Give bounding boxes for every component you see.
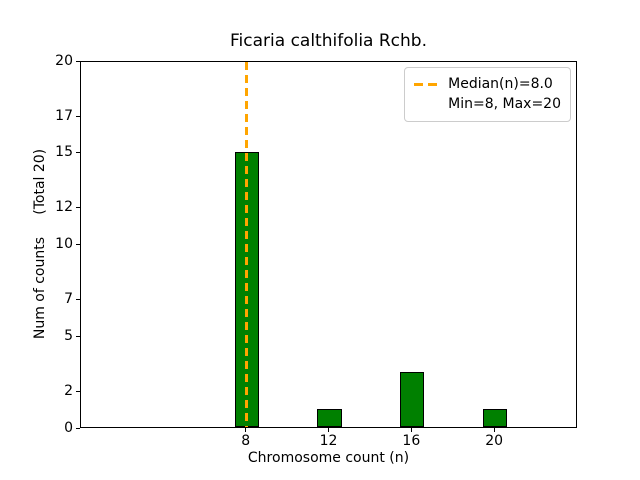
legend-entry-median: Median(n)=8.0 [414,74,561,94]
x-tick-label-12: 12 [319,433,338,449]
y-tick-mark [76,244,80,245]
y-tick-label-10: 10 [55,236,73,252]
x-axis-label: Chromosome count (n) [247,450,410,466]
y-tick-mark [76,390,80,392]
legend-label-median: Median(n)=8.0 [448,76,553,92]
median-line [245,62,249,427]
empty-swatch [414,103,438,106]
bar-n16 [400,371,425,427]
x-tick-label-8: 8 [241,433,251,449]
y-tick-label-5: 5 [64,327,73,344]
x-tick-label-20: 20 [485,433,504,449]
y-tick-mark [76,299,80,301]
legend-entry-minmax: Min=8, Max=20 [414,94,561,114]
y-tick-mark [76,115,80,117]
chart-title: Ficaria calthifolia Rchb. [230,31,427,51]
y-tick-label-15: 15 [55,144,73,161]
x-tick-label-16: 16 [402,433,421,449]
legend: Median(n)=8.0 Min=8, Max=20 [404,67,571,122]
x-tick-mark [245,428,247,432]
y-tick-label-0: 0 [64,419,73,436]
legend-label-minmax: Min=8, Max=20 [448,96,561,112]
y-tick-label-20: 20 [55,52,73,69]
y-tick-mark [76,60,80,62]
y-tick-mark [76,152,80,154]
y-tick-label-2: 2 [64,382,73,399]
y-tick-mark [76,207,80,209]
bar-n12 [317,408,342,427]
x-tick-mark [328,428,329,432]
bar-n20 [483,408,508,427]
x-tick-mark [410,428,412,432]
y-tick-label-12: 12 [55,199,73,216]
y-tick-mark [76,335,80,337]
dashed-line-swatch [414,82,439,86]
x-tick-mark [493,428,495,432]
y-tick-mark [76,427,80,429]
y-tick-label-17: 17 [55,107,73,124]
y-tick-label-7: 7 [64,291,73,308]
plot-area: Median(n)=8.0 Min=8, Max=20 [80,61,577,428]
